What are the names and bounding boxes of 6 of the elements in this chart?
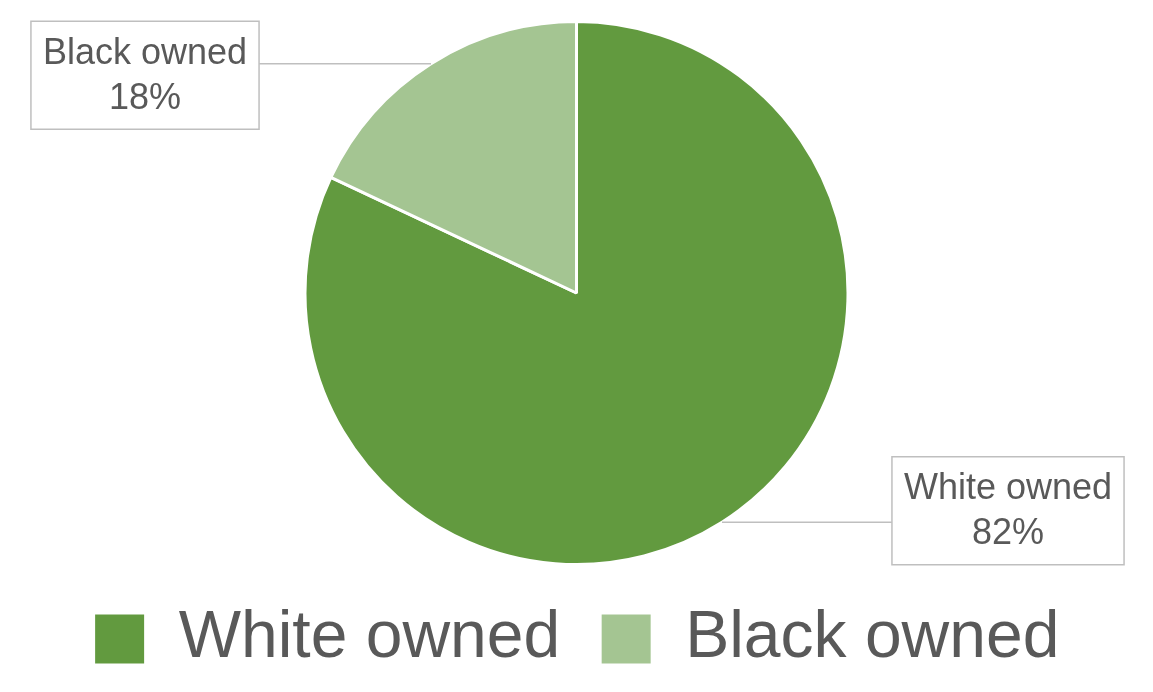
legend-label: Black owned [685, 597, 1060, 672]
legend-label: White owned [178, 597, 561, 672]
data-label: 18% [108, 75, 182, 117]
data-label: 82% [971, 511, 1045, 553]
slice-label: Black owned [42, 30, 248, 72]
slice-label: White owned [903, 466, 1113, 508]
